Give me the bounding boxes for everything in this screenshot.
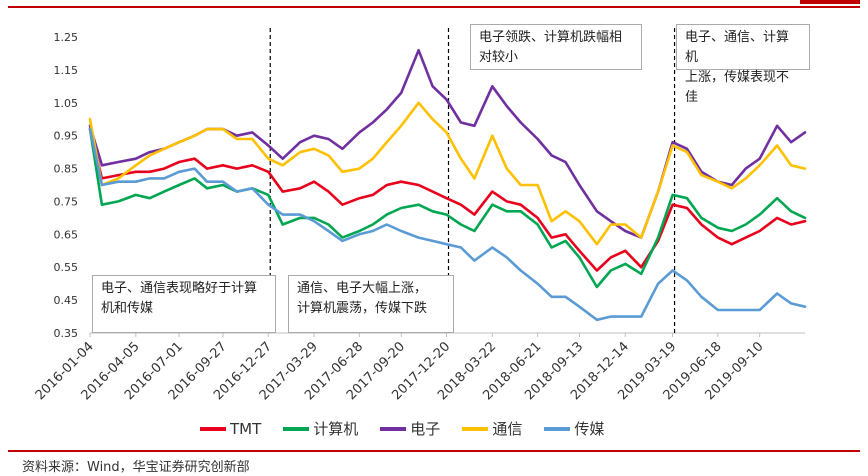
- legend-swatch-electronics: [380, 426, 407, 431]
- y-tick-label-1: 1.15: [54, 64, 79, 77]
- annotation-3-line-1: 电子领跌、计算机跌幅相: [479, 30, 623, 45]
- annotation-box-4: 电子、通信、计算机 上涨，传媒表现不佳: [676, 24, 810, 105]
- annotation-box-2: 通信、电子大幅上涨， 计算机震荡，传媒下跌: [288, 275, 454, 333]
- annotation-box-3: 电子领跌、计算机跌幅相 对较小: [470, 24, 642, 70]
- y-tick-label-7: 0.55: [54, 261, 79, 274]
- y-tick-label-2: 1.05: [54, 97, 79, 110]
- annotation-box-1: 电子、通信表现略好于计算 机和传媒: [92, 275, 276, 333]
- annotation-4-line-2: 上涨，传媒表现不佳: [685, 70, 790, 105]
- legend-swatch-media: [544, 426, 571, 431]
- legend-label-tmt: TMT: [230, 419, 262, 438]
- y-tick-label-4: 0.85: [54, 163, 79, 176]
- legend-swatch-tmt: [200, 426, 226, 431]
- annotation-1-line-1: 电子、通信表现略好于计算: [101, 281, 258, 296]
- annotation-4-line-1: 电子、通信、计算机: [685, 30, 790, 65]
- y-tick-label-8: 0.45: [54, 294, 79, 307]
- y-tick-label-9: 0.35: [54, 327, 79, 340]
- y-tick-label-0: 1.25: [54, 31, 79, 44]
- chart-legend: TMT 计算机 电子 通信 传媒: [200, 418, 604, 439]
- legend-item-computer: 计算机: [283, 418, 358, 439]
- series-line-3: [88, 101, 807, 246]
- legend-swatch-telecom: [462, 426, 489, 431]
- footer-rule: [8, 450, 860, 452]
- legend-item-telecom: 通信: [462, 418, 522, 439]
- source-note: 资料来源：Wind，华宝证券研究创新部: [22, 460, 250, 475]
- legend-label-media: 传媒: [574, 420, 605, 438]
- header-accent-bar: [800, 0, 860, 4]
- y-tick-label-3: 0.95: [54, 130, 79, 143]
- legend-label-electronics: 电子: [410, 420, 441, 438]
- annotation-3-line-2: 对较小: [479, 50, 519, 65]
- header-rule: [8, 6, 860, 8]
- annotation-2-line-2: 计算机震荡，传媒下跌: [297, 301, 428, 316]
- y-tick-label-5: 0.75: [54, 195, 79, 208]
- annotation-1-line-2: 机和传媒: [101, 301, 154, 316]
- series-line-0: [88, 127, 807, 272]
- legend-item-media: 传媒: [544, 418, 604, 439]
- legend-swatch-computer: [283, 426, 310, 431]
- annotation-2-line-1: 通信、电子大幅上涨，: [297, 281, 428, 296]
- legend-item-tmt: TMT: [200, 418, 261, 439]
- legend-label-computer: 计算机: [313, 420, 359, 438]
- series-line-4: [88, 127, 807, 322]
- legend-item-electronics: 电子: [380, 418, 440, 439]
- series-line-1: [88, 127, 807, 289]
- y-tick-label-6: 0.65: [54, 228, 79, 241]
- legend-label-telecom: 通信: [492, 420, 523, 438]
